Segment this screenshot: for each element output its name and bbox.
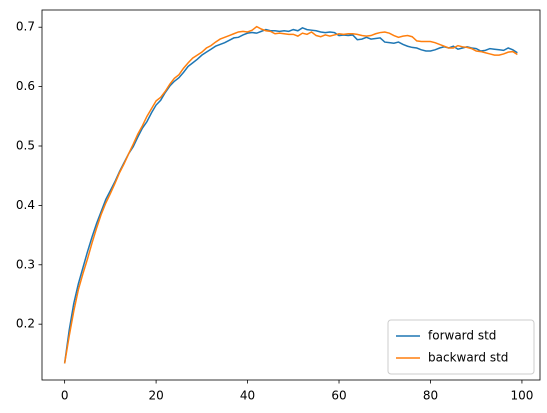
x-tick-label: 20: [148, 389, 163, 403]
y-tick-label: 0.4: [16, 198, 35, 212]
data-line: [63, 26, 518, 364]
x-tick-label: 60: [331, 389, 346, 403]
y-tick-label: 0.3: [16, 257, 35, 271]
x-tick-label: 40: [240, 389, 255, 403]
x-tick-label: 100: [510, 389, 533, 403]
y-tick-label: 0.6: [16, 79, 35, 93]
legend-label: forward std: [428, 329, 496, 343]
y-tick-label: 0.7: [16, 20, 35, 34]
data-line: [63, 25, 518, 364]
x-tick-label: 0: [61, 389, 69, 403]
y-tick-label: 0.5: [16, 139, 35, 153]
legend-label: backward std: [428, 351, 508, 365]
plot-frame: [41, 9, 541, 381]
y-tick-label: 0.2: [16, 317, 35, 331]
legend-box: [387, 319, 535, 375]
x-tick-label: 80: [423, 389, 438, 403]
